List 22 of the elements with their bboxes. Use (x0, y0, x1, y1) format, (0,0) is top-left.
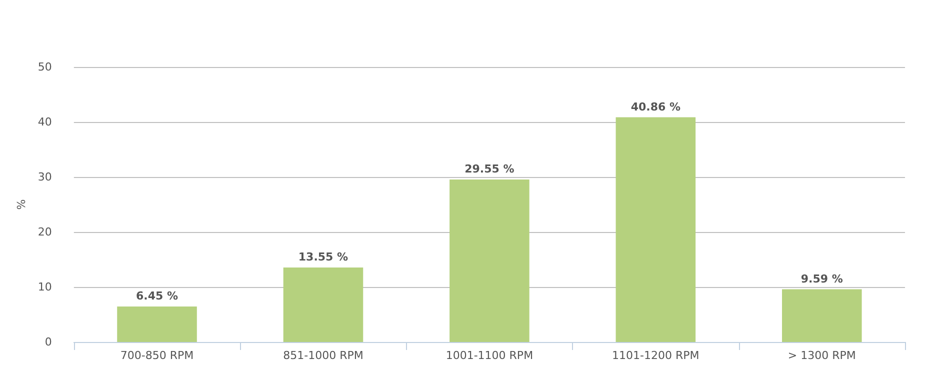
y-tick-label: 20 (38, 226, 52, 238)
data-label: 9.59 % (800, 272, 843, 286)
x-tick-label: 851-1000 RPM (283, 349, 364, 362)
y-tick-label: 50 (38, 60, 52, 74)
data-label: 6.45 % (136, 290, 178, 303)
y-tick-label: 40 (38, 116, 52, 128)
x-tick-label: > 1300 RPM (788, 349, 856, 362)
bar (782, 289, 862, 342)
y-tick-label: 30 (38, 170, 52, 184)
x-tick-label: 700-850 RPM (120, 349, 194, 362)
bar (616, 117, 696, 342)
data-label: 40.86 % (630, 100, 680, 114)
y-tick-label: 10 (38, 280, 52, 294)
y-axis-title: % (15, 199, 28, 210)
x-tick-label: 1001-1100 RPM (446, 349, 534, 362)
data-label: 13.55 % (298, 250, 348, 264)
y-tick-label: 0 (44, 336, 52, 348)
data-label: 29.55 % (464, 162, 514, 176)
bar (450, 179, 530, 342)
bar (283, 267, 364, 342)
bar (117, 306, 197, 342)
x-tick-label: 1101-1200 RPM (612, 349, 700, 362)
